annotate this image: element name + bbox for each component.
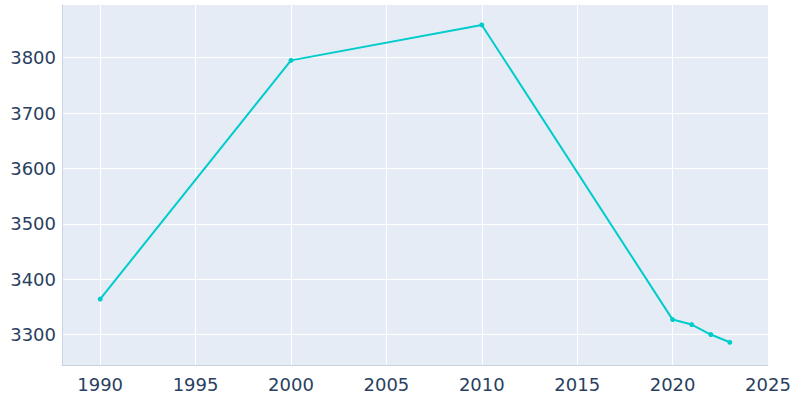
svg-text:2010: 2010 xyxy=(459,374,505,395)
svg-text:3800: 3800 xyxy=(10,47,56,68)
svg-text:3400: 3400 xyxy=(10,269,56,290)
svg-text:2005: 2005 xyxy=(363,374,409,395)
svg-text:3500: 3500 xyxy=(10,213,56,234)
svg-text:2015: 2015 xyxy=(554,374,600,395)
svg-text:1990: 1990 xyxy=(77,374,123,395)
svg-text:2025: 2025 xyxy=(745,374,791,395)
svg-text:2000: 2000 xyxy=(268,374,314,395)
svg-text:3700: 3700 xyxy=(10,103,56,124)
svg-text:2020: 2020 xyxy=(650,374,696,395)
svg-text:1995: 1995 xyxy=(173,374,219,395)
svg-text:3300: 3300 xyxy=(10,324,56,345)
svg-text:3600: 3600 xyxy=(10,158,56,179)
